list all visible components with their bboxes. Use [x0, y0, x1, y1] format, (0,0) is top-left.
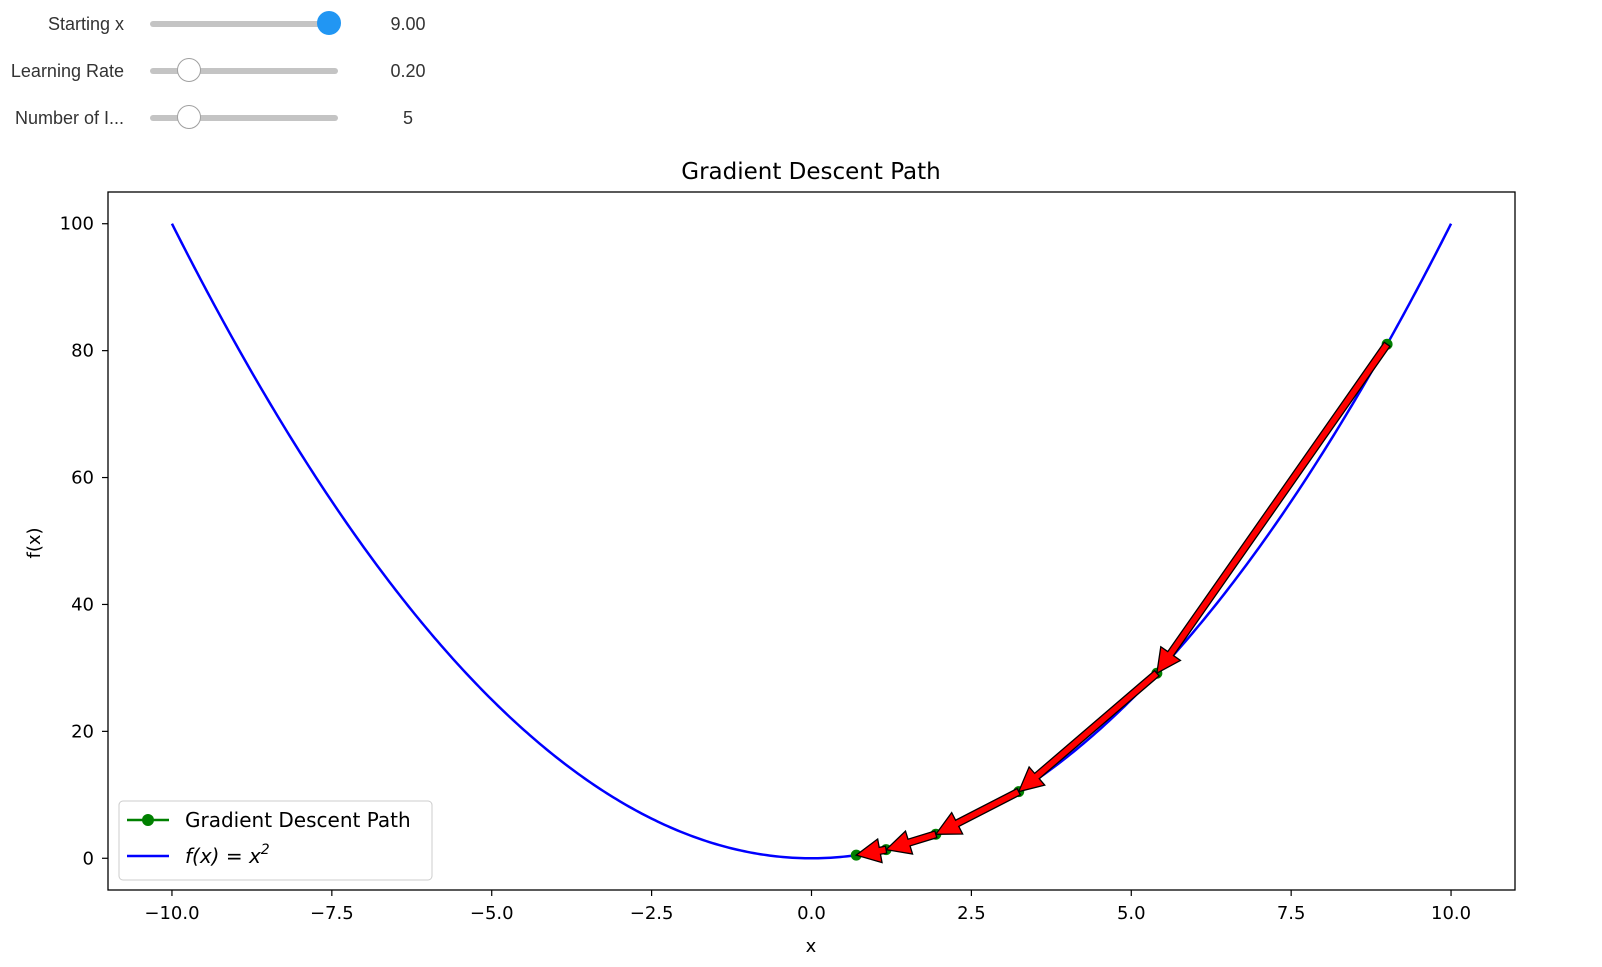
y-tick-label: 40	[71, 594, 94, 615]
x-tick-label: 2.5	[957, 903, 986, 924]
step-arrow	[1156, 341, 1391, 675]
y-tick-label: 80	[71, 341, 94, 362]
y-axis-ticks: 0 20 40 60 80 100	[60, 214, 108, 869]
step-arrow	[854, 837, 888, 864]
slider-label: Number of I...	[14, 108, 124, 128]
step-arrow	[884, 829, 938, 855]
slider-thumb[interactable]	[316, 11, 341, 35]
x-tick-label: −10.0	[144, 903, 199, 924]
x-tick-label: 7.5	[1277, 903, 1306, 924]
slider-thumb[interactable]	[177, 58, 202, 82]
chart-title: Gradient Descent Path	[681, 159, 941, 185]
legend-label-path: Gradient Descent Path	[185, 808, 411, 832]
x-axis-label: x	[806, 936, 817, 957]
x-tick-label: 10.0	[1431, 903, 1471, 924]
slider-value: 0.20	[390, 61, 426, 81]
x-tick-label: 0.0	[797, 903, 826, 924]
slider-row-iterations: Number of I... 5	[0, 98, 460, 138]
legend: Gradient Descent Path f(x) = x2	[118, 800, 433, 881]
y-tick-label: 60	[71, 468, 94, 489]
slider-track[interactable]	[150, 21, 338, 27]
legend-label-curve-main: f(x) = x	[185, 844, 261, 868]
function-curve	[170, 223, 1453, 860]
slider-row-learning-rate: Learning Rate 0.20	[0, 51, 460, 91]
slider-track[interactable]	[150, 115, 338, 121]
legend-label-curve: f(x) = x2	[185, 842, 270, 868]
path-line	[856, 343, 1388, 857]
x-tick-label: −2.5	[630, 903, 674, 924]
x-tick-label: −5.0	[470, 903, 514, 924]
y-tick-label: 0	[83, 848, 94, 869]
slider-label: Starting x	[47, 14, 124, 34]
step-arrow	[1017, 669, 1161, 793]
plot-layer	[170, 223, 1453, 864]
plot-frame	[107, 191, 1516, 891]
y-tick-label: 20	[71, 721, 94, 742]
y-tick-label: 100	[60, 214, 94, 235]
slider-thumb[interactable]	[177, 105, 202, 129]
slider-track[interactable]	[150, 68, 338, 74]
legend-path-marker	[142, 814, 154, 826]
slider-value: 5	[402, 108, 413, 128]
x-tick-label: −7.5	[310, 903, 354, 924]
legend-box	[118, 800, 433, 881]
slider-label: Learning Rate	[10, 61, 124, 81]
x-axis-ticks: −10.0 −7.5 −5.0 −2.5 0.0 2.5 5.0 7.5 10.0	[144, 890, 1471, 924]
legend-label-curve-sup: 2	[261, 842, 270, 858]
y-axis-label: f(x)	[24, 527, 45, 558]
x-tick-label: 5.0	[1117, 903, 1146, 924]
slider-row-starting-x: Starting x 9.00	[0, 4, 460, 44]
slider-value: 9.00	[390, 14, 426, 34]
step-arrow	[934, 787, 1022, 835]
